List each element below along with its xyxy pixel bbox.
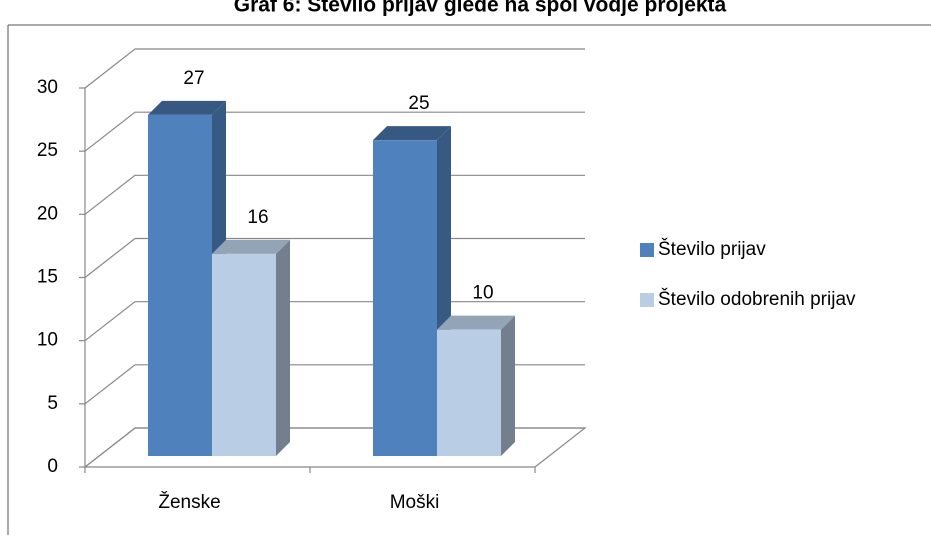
bar — [212, 253, 276, 456]
grid-line — [84, 48, 585, 89]
x-tick-label: Ženske — [158, 491, 220, 513]
legend-label: Število prijav — [658, 238, 766, 260]
legend-swatch — [640, 293, 654, 307]
value-label: 25 — [408, 93, 429, 114]
legend-swatch — [640, 243, 654, 257]
x-tick-label: Moški — [390, 492, 440, 513]
y-tick-label: 15 — [37, 267, 58, 288]
bar-top — [148, 100, 226, 115]
y-tick-label: 0 — [47, 456, 58, 477]
bar-top — [437, 315, 515, 330]
legend-label: Število odobrenih prijav — [658, 288, 856, 310]
value-label: 16 — [247, 207, 268, 228]
value-label: 10 — [472, 283, 493, 304]
value-label: 27 — [183, 68, 204, 89]
bar — [437, 329, 501, 456]
bar — [148, 114, 212, 457]
bar-side — [276, 239, 290, 456]
bar-top — [373, 126, 451, 141]
bar — [373, 140, 437, 456]
bar-side — [501, 315, 515, 456]
y-tick-label: 25 — [37, 140, 58, 161]
grid-line — [84, 111, 585, 152]
bar-top — [212, 239, 290, 254]
chart-title: Graf 6: Število prijav glede na spol vod… — [234, 0, 727, 17]
y-tick-label: 30 — [37, 77, 58, 98]
y-tick-label: 5 — [47, 393, 58, 414]
y-tick-label: 20 — [37, 203, 58, 224]
y-tick-label: 10 — [37, 330, 58, 351]
